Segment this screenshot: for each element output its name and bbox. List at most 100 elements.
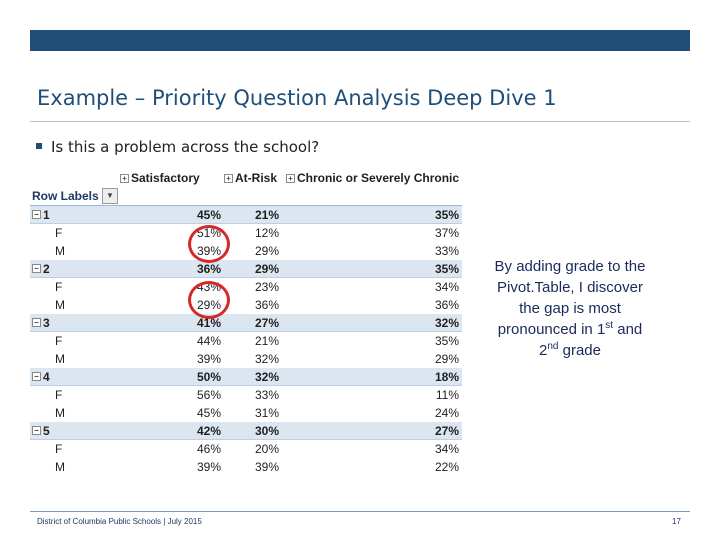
bullet-text: Is this a problem across the school? [51, 138, 320, 156]
value-cell: 34% [434, 442, 459, 456]
collapse-icon[interactable]: − [32, 318, 41, 327]
pivot-gender-row: F 43% 23% 34% [30, 278, 462, 296]
value-cell: 36% [254, 298, 279, 312]
callout-second-suffix: nd [547, 341, 559, 352]
row-label: M [55, 298, 65, 312]
column-header-satisfactory[interactable]: + Satisfactory [120, 171, 200, 185]
page-number: 17 [672, 517, 681, 526]
pivot-gender-row: F 56% 33% 11% [30, 386, 462, 404]
pivot-grade-row: −2 36% 29% 35% [30, 260, 462, 278]
highlight-circle-grade-2 [188, 281, 230, 319]
pivot-row-labels-header: Row Labels ▼ [30, 187, 462, 206]
row-label: M [55, 406, 65, 420]
collapse-icon[interactable]: − [32, 264, 41, 273]
row-label: F [55, 442, 63, 456]
pivot-gender-row: F 51% 12% 37% [30, 224, 462, 242]
value-cell: 21% [254, 208, 279, 222]
value-cell: 27% [254, 316, 279, 330]
square-bullet-icon [36, 142, 42, 149]
row-label: F [55, 388, 63, 402]
callout-and: and [617, 321, 643, 338]
row-label: M [55, 244, 65, 258]
pivot-column-header-row: + Satisfactory + At-Risk + Chronic or Sever… [30, 169, 462, 187]
callout-text: By adding grade to the Pivot.Table, I di… [486, 256, 654, 361]
row-label: 2 [43, 262, 50, 276]
header-bar [30, 30, 690, 51]
pivot-grade-row: −5 42% 30% 27% [30, 422, 462, 440]
pivot-gender-row: M 39% 32% 29% [30, 350, 462, 368]
pivot-gender-row: M 39% 29% 33% [30, 242, 462, 260]
row-label: F [55, 334, 63, 348]
collapse-icon[interactable]: − [32, 372, 41, 381]
pivot-table: + Satisfactory + At-Risk + Chronic or Sever… [30, 169, 462, 481]
value-cell: 32% [434, 316, 459, 330]
bullet-item: Is this a problem across the school? [36, 138, 319, 156]
row-label: 3 [43, 316, 50, 330]
callout-first-suffix: st [605, 320, 614, 331]
row-label: F [55, 226, 63, 240]
value-cell: 22% [434, 460, 459, 474]
expand-icon[interactable]: + [224, 174, 233, 183]
collapse-icon[interactable]: − [32, 210, 41, 219]
title-divider [30, 121, 690, 122]
value-cell: 29% [434, 352, 459, 366]
value-cell: 39% [196, 460, 221, 474]
value-cell: 20% [254, 442, 279, 456]
row-labels-header: Row Labels [32, 189, 99, 203]
value-cell: 37% [434, 226, 459, 240]
value-cell: 56% [196, 388, 221, 402]
row-label: 4 [43, 370, 50, 384]
value-cell: 21% [254, 334, 279, 348]
pivot-gender-row: M 45% 31% 24% [30, 404, 462, 422]
pivot-grade-row: −3 41% 27% 32% [30, 314, 462, 332]
row-label: M [55, 460, 65, 474]
highlight-circle-grade-1 [188, 225, 230, 263]
value-cell: 35% [434, 334, 459, 348]
value-cell: 46% [196, 442, 221, 456]
pivot-gender-row: M 39% 39% 22% [30, 458, 462, 476]
value-cell: 31% [254, 406, 279, 420]
row-label: F [55, 280, 63, 294]
value-cell: 36% [434, 298, 459, 312]
row-label: M [55, 352, 65, 366]
value-cell: 32% [254, 352, 279, 366]
value-cell: 39% [254, 460, 279, 474]
pivot-grade-row: −4 50% 32% 18% [30, 368, 462, 386]
value-cell: 50% [196, 370, 221, 384]
row-label: 1 [43, 208, 50, 222]
value-cell: 36% [196, 262, 221, 276]
value-cell: 12% [254, 226, 279, 240]
value-cell: 33% [254, 388, 279, 402]
callout-first: 1 [596, 321, 606, 338]
column-header-chronic[interactable]: + Chronic or Severely Chronic [286, 171, 459, 185]
footer-text: District of Columbia Public Schools | Ju… [37, 517, 202, 526]
expand-icon[interactable]: + [120, 174, 129, 183]
value-cell: 29% [254, 262, 279, 276]
slide-title: Example – Priority Question Analysis Dee… [37, 86, 557, 110]
value-cell: 24% [434, 406, 459, 420]
value-cell: 29% [254, 244, 279, 258]
value-cell: 44% [196, 334, 221, 348]
pivot-gender-row: M 29% 36% 36% [30, 296, 462, 314]
value-cell: 11% [435, 388, 459, 402]
value-cell: 41% [196, 316, 221, 330]
callout-body: By adding grade to the Pivot.Table, I di… [494, 258, 646, 338]
value-cell: 27% [434, 424, 459, 438]
value-cell: 35% [434, 262, 459, 276]
value-cell: 42% [196, 424, 221, 438]
pivot-gender-row: F 46% 20% 34% [30, 440, 462, 458]
value-cell: 23% [254, 280, 279, 294]
value-cell: 45% [196, 406, 221, 420]
pivot-gender-row: F 44% 21% 35% [30, 332, 462, 350]
collapse-icon[interactable]: − [32, 426, 41, 435]
value-cell: 18% [434, 370, 459, 384]
row-label: 5 [43, 424, 50, 438]
column-header-at-risk[interactable]: + At-Risk [224, 171, 277, 185]
value-cell: 39% [196, 352, 221, 366]
value-cell: 45% [196, 208, 221, 222]
footer-divider [30, 511, 690, 512]
callout-tail: grade [562, 342, 601, 359]
filter-dropdown-icon[interactable]: ▼ [102, 188, 118, 204]
expand-icon[interactable]: + [286, 174, 295, 183]
value-cell: 34% [434, 280, 459, 294]
